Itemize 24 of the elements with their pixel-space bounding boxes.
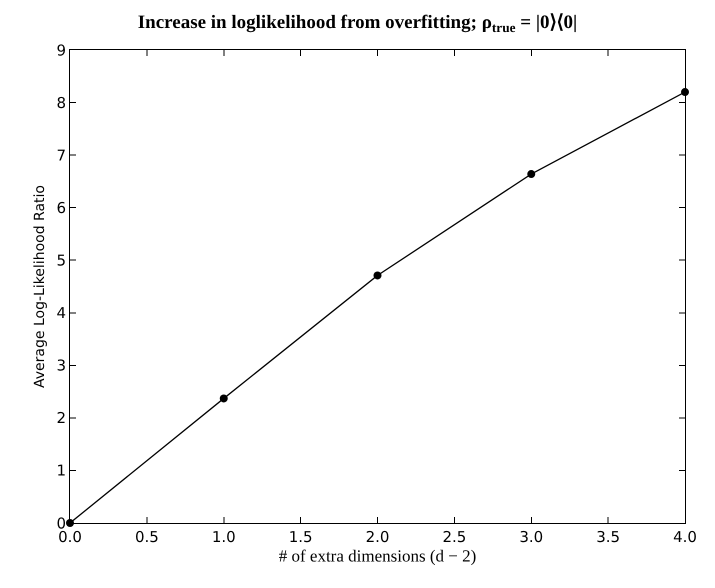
x-tick-label: 0.0 [58,528,82,546]
x-tick-label: 4.0 [673,528,697,546]
y-tick-label: 5 [56,251,66,270]
y-tick-label: 3 [56,356,66,375]
y-tick-label: 9 [56,41,66,60]
y-axis-title: Average Log-Likelihood Ratio [32,185,48,388]
chart-title: Increase in loglikelihood from overfitting; ρ$_{true}$ = |0⟩⟨0| [138,12,578,35]
y-tick-label: 7 [56,146,66,164]
point [220,394,228,402]
y-tick-label: 6 [56,198,66,217]
point [527,170,536,178]
x-axis-title: # of extra dimensions (d − 2) [278,546,476,566]
x-tick-label: 2.5 [442,528,466,546]
y-tick-label: 4 [56,304,66,322]
y-tick-label: 8 [56,94,66,112]
x-tick-label: 3.5 [596,528,620,546]
x-tick-label: 3.0 [519,528,544,546]
x-tick-label: 0.5 [134,528,159,546]
x-tick-label: 2.0 [366,528,390,546]
x-tick-label: 1.5 [288,528,313,546]
point [374,271,382,280]
x-tick-label: 1.0 [212,528,236,546]
y-tick-label: 2 [56,409,66,428]
y-tick-label: 1 [56,462,66,480]
